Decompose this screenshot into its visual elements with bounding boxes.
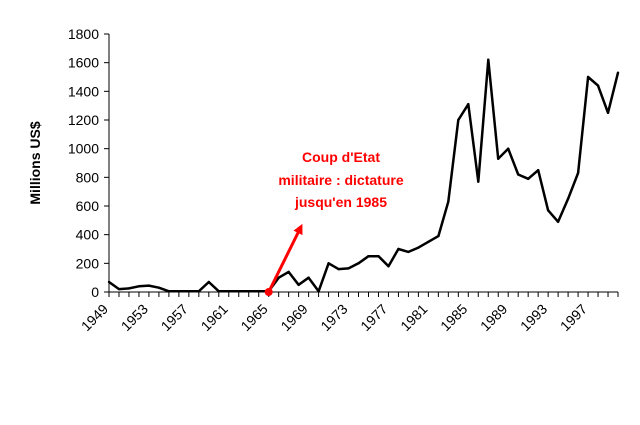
data-point — [497, 157, 500, 160]
data-point — [417, 246, 420, 249]
data-point — [287, 270, 290, 274]
data-point — [507, 147, 510, 150]
data-point — [566, 197, 570, 201]
data-point — [187, 290, 191, 293]
annotation: Coup d'Etat militaire : dictature jusqu'… — [264, 149, 404, 296]
data-point — [467, 103, 470, 106]
data-point — [367, 254, 370, 258]
data-point — [387, 265, 390, 268]
data-point — [526, 177, 530, 180]
x-tick-label: 1997 — [557, 301, 590, 334]
data-point — [546, 209, 550, 212]
data-point — [317, 290, 320, 293]
data-point — [207, 280, 211, 284]
data-point — [157, 286, 161, 289]
y-axis-label: Millions US$ — [27, 121, 43, 204]
data-point — [457, 118, 460, 122]
y-tick-label: 400 — [76, 227, 100, 243]
data-point — [536, 168, 540, 172]
annotation-line-2: militaire : dictature — [278, 172, 403, 188]
data-point — [357, 262, 360, 265]
y-tick-label: 800 — [76, 169, 100, 185]
data-point — [127, 287, 131, 290]
y-tick-label: 0 — [91, 284, 99, 300]
y-tick-label: 1600 — [68, 55, 99, 71]
annotation-line-1: Coup d'Etat — [302, 149, 380, 165]
data-point — [197, 290, 201, 293]
data-point — [277, 276, 280, 279]
data-point — [606, 111, 610, 115]
data-point — [217, 290, 220, 293]
data-point — [427, 240, 430, 244]
data-point — [147, 284, 151, 287]
series-line — [108, 58, 620, 293]
data-point — [596, 84, 600, 87]
data-point — [327, 262, 330, 265]
x-tick-label: 1957 — [158, 301, 191, 334]
y-tick-label: 1200 — [68, 112, 99, 128]
x-tick-label: 1953 — [118, 301, 151, 334]
y-tick-label: 1000 — [68, 141, 99, 157]
y-tick-label: 1800 — [68, 26, 99, 42]
data-point — [307, 276, 310, 279]
data-point — [177, 290, 181, 293]
data-points — [107, 58, 620, 293]
data-point — [397, 247, 400, 251]
data-point — [247, 290, 250, 293]
data-point — [516, 173, 520, 176]
x-tick-label: 1985 — [437, 301, 470, 334]
x-tick-label: 1965 — [237, 301, 270, 334]
annotation-arrow — [267, 223, 303, 293]
data-point — [137, 285, 141, 288]
data-point — [437, 234, 440, 238]
annotation-line-3: jusqu'en 1985 — [294, 194, 387, 210]
data-point — [576, 171, 580, 175]
data-point — [347, 267, 350, 270]
data-point — [107, 280, 111, 284]
x-tick-label: 1973 — [317, 301, 350, 334]
annotation-dot — [264, 288, 273, 296]
y-tick-label: 1400 — [68, 83, 99, 99]
data-point — [257, 290, 260, 293]
data-point — [297, 283, 300, 287]
data-point — [477, 180, 480, 183]
data-point — [377, 254, 380, 258]
y-tick-label: 200 — [76, 255, 100, 271]
data-point — [167, 290, 171, 293]
x-tick-label: 1981 — [397, 301, 430, 334]
y-axis-ticks: 0 200 400 600 800 1000 1200 1400 1600 1800 — [68, 26, 109, 300]
y-tick-label: 600 — [76, 198, 100, 214]
data-point — [237, 290, 240, 293]
data-point — [616, 71, 620, 74]
x-tick-label: 1977 — [357, 301, 390, 334]
data-point — [487, 58, 490, 61]
x-tick-label: 1989 — [477, 301, 510, 334]
x-axis-ticks: 1949 1953 1957 1961 1965 1969 1973 1977 1981 1985… — [78, 292, 619, 334]
x-tick-label: 1969 — [277, 301, 310, 334]
data-point — [447, 200, 450, 203]
data-point — [337, 267, 340, 271]
data-point — [227, 290, 230, 293]
data-point — [117, 287, 121, 291]
data-point — [556, 220, 560, 223]
x-tick-label: 1949 — [78, 301, 111, 334]
x-tick-label: 1961 — [198, 301, 231, 334]
data-point — [586, 75, 590, 79]
x-tick-label: 1993 — [517, 301, 550, 334]
data-point — [407, 250, 410, 254]
